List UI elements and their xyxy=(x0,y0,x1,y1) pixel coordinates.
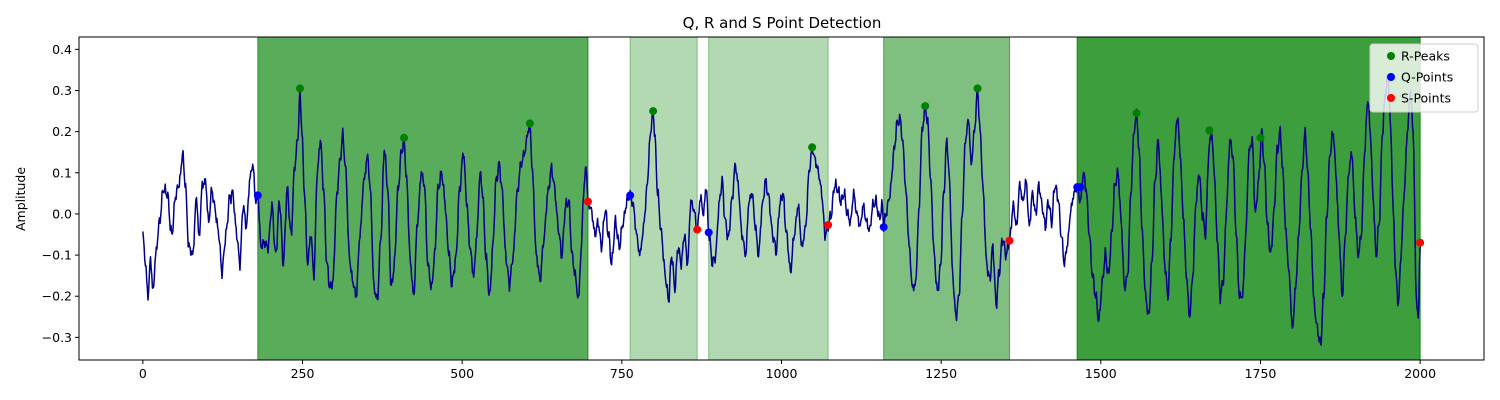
x-tick-label: 0 xyxy=(139,366,147,381)
highlight-regions xyxy=(257,36,1421,361)
s-point xyxy=(583,197,592,206)
y-axis-ticks: −0.3 −0.2 −0.1 0.0 0.1 0.2 0.3 0.4 xyxy=(42,42,79,345)
s-point xyxy=(693,225,702,234)
r-peak-point xyxy=(921,102,930,111)
highlight-region-4 xyxy=(883,36,1010,361)
x-tick-label: 250 xyxy=(291,366,315,381)
r-peak-point xyxy=(649,107,658,116)
x-tick-label: 1000 xyxy=(766,366,798,381)
r-peak-point xyxy=(295,84,304,93)
highlight-region-2 xyxy=(629,36,698,361)
q-point xyxy=(626,191,635,200)
s-point xyxy=(824,221,833,230)
q-point xyxy=(704,228,713,237)
y-tick-label: −0.2 xyxy=(42,289,72,304)
legend-marker-r-peaks xyxy=(1387,52,1395,60)
y-axis-label: Amplitude xyxy=(13,167,28,231)
legend-label-q-points: Q-Points xyxy=(1401,70,1453,85)
detected-points xyxy=(253,84,1425,247)
s-point xyxy=(1416,238,1425,247)
ecg-signal xyxy=(142,73,1421,346)
r-peak-point xyxy=(400,133,409,142)
x-tick-label: 750 xyxy=(610,366,634,381)
x-tick-label: 2000 xyxy=(1404,366,1436,381)
x-tick-label: 1250 xyxy=(925,366,957,381)
x-tick-label: 1750 xyxy=(1245,366,1277,381)
x-tick-label: 1500 xyxy=(1085,366,1117,381)
r-peak-point xyxy=(973,84,982,93)
y-tick-label: −0.1 xyxy=(42,248,72,263)
legend-label-r-peaks: R-Peaks xyxy=(1401,49,1450,64)
q-point xyxy=(253,191,262,200)
x-axis-ticks: 0 250 500 750 1000 1250 1500 1750 2000 xyxy=(139,360,1436,381)
r-peak-point xyxy=(1205,126,1214,135)
q-point xyxy=(1076,183,1085,192)
x-tick-label: 500 xyxy=(450,366,474,381)
y-tick-label: 0.1 xyxy=(52,165,72,180)
legend-marker-s-points xyxy=(1387,94,1395,102)
r-peak-point xyxy=(525,119,534,128)
legend-marker-q-points xyxy=(1387,73,1395,81)
chart-title: Q, R and S Point Detection xyxy=(683,14,882,32)
r-peak-point xyxy=(1132,109,1141,118)
s-point xyxy=(1005,236,1014,245)
y-tick-label: 0.2 xyxy=(52,124,72,139)
highlight-region-5 xyxy=(1076,36,1421,361)
y-tick-label: 0.0 xyxy=(52,206,72,221)
y-tick-label: −0.3 xyxy=(42,330,72,345)
r-peak-point xyxy=(1256,133,1265,142)
highlight-region-1 xyxy=(257,36,589,361)
highlight-region-3 xyxy=(708,36,829,361)
ecg-signal-line xyxy=(142,73,1421,346)
r-peak-point xyxy=(808,143,817,152)
q-point xyxy=(879,223,888,232)
legend-label-s-points: S-Points xyxy=(1401,91,1451,106)
y-tick-label: 0.3 xyxy=(52,83,72,98)
legend: R-Peaks Q-Points S-Points xyxy=(1369,43,1479,113)
y-tick-label: 0.4 xyxy=(52,42,72,57)
legend-box xyxy=(1369,43,1479,113)
